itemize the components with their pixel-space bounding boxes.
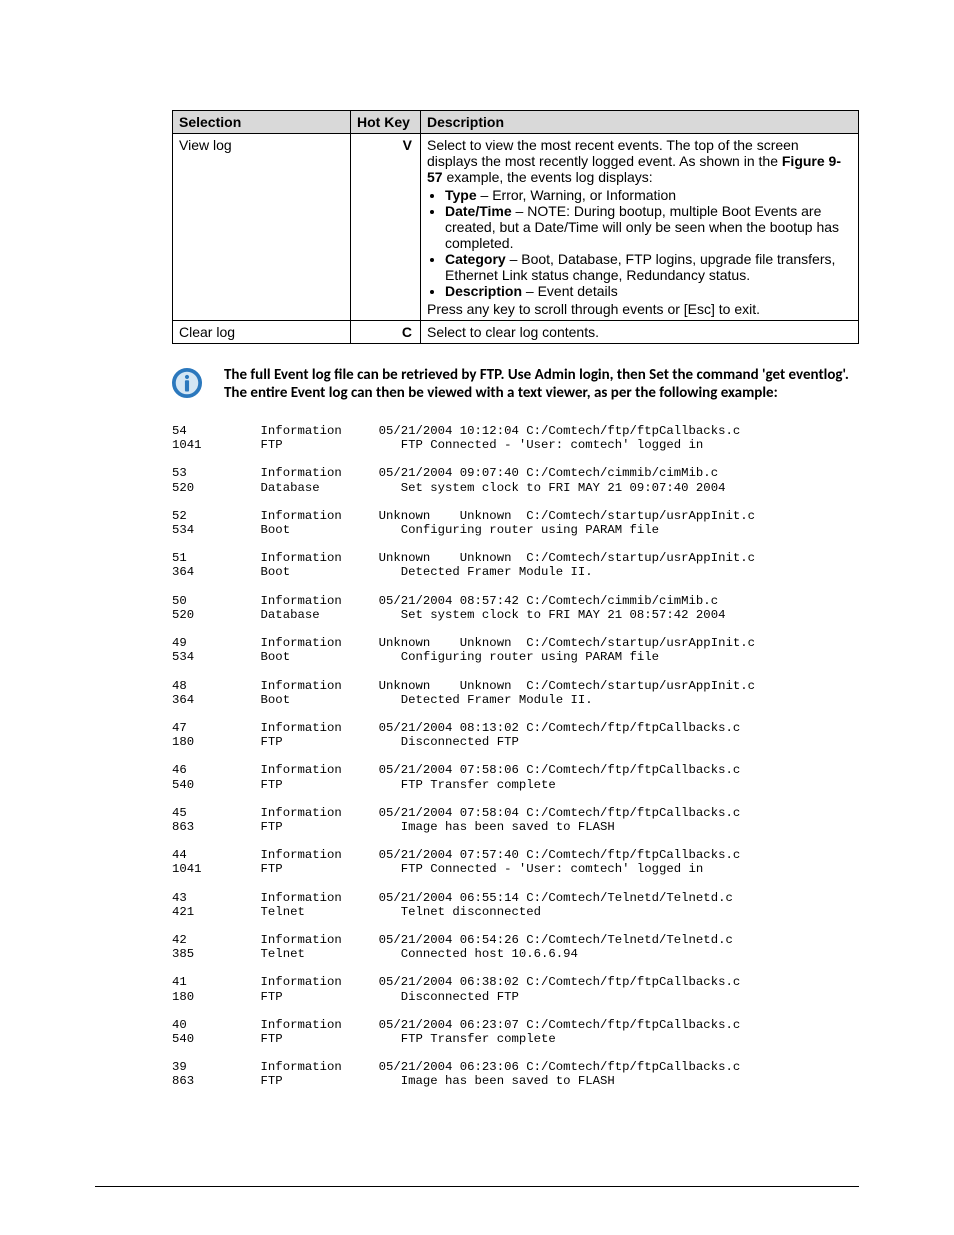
desc-text: Select to view the most recent events. T… <box>427 137 799 169</box>
th-description: Description <box>421 111 859 134</box>
list-item: Date/Time – NOTE: During bootup, multipl… <box>445 203 852 251</box>
bullet-bold: Description <box>445 283 522 299</box>
th-selection: Selection <box>173 111 351 134</box>
note-text: The full Event log file can be retrieved… <box>224 366 859 402</box>
note-block: The full Event log file can be retrieved… <box>172 366 859 402</box>
info-icon <box>172 368 202 398</box>
cell-description: Select to view the most recent events. T… <box>421 134 859 321</box>
list-item: Type – Error, Warning, or Information <box>445 187 852 203</box>
bullet-text: – Event details <box>522 283 618 299</box>
cell-description: Select to clear log contents. <box>421 321 859 344</box>
list-item: Category – Boot, Database, FTP logins, u… <box>445 251 852 283</box>
desc-bullet-list: Type – Error, Warning, or Information Da… <box>445 187 852 299</box>
desc-outro: Press any key to scroll through events o… <box>427 301 760 317</box>
bullet-bold: Type <box>445 187 477 203</box>
table-row: View log V Select to view the most recen… <box>173 134 859 321</box>
cell-selection: Clear log <box>173 321 351 344</box>
footer-rule <box>95 1186 859 1187</box>
bullet-bold: Date/Time <box>445 203 512 219</box>
cell-hotkey: C <box>351 321 421 344</box>
desc-text: example, the events log displays: <box>443 169 653 185</box>
event-log-output: 54 Information 05/21/2004 10:12:04 C:/Co… <box>172 424 859 1089</box>
th-hotkey: Hot Key <box>351 111 421 134</box>
selection-table: Selection Hot Key Description View log V… <box>172 110 859 344</box>
bullet-bold: Category <box>445 251 506 267</box>
cell-hotkey: V <box>351 134 421 321</box>
bullet-text: – Error, Warning, or Information <box>477 187 676 203</box>
table-row: Clear log C Select to clear log contents… <box>173 321 859 344</box>
list-item: Description – Event details <box>445 283 852 299</box>
cell-selection: View log <box>173 134 351 321</box>
